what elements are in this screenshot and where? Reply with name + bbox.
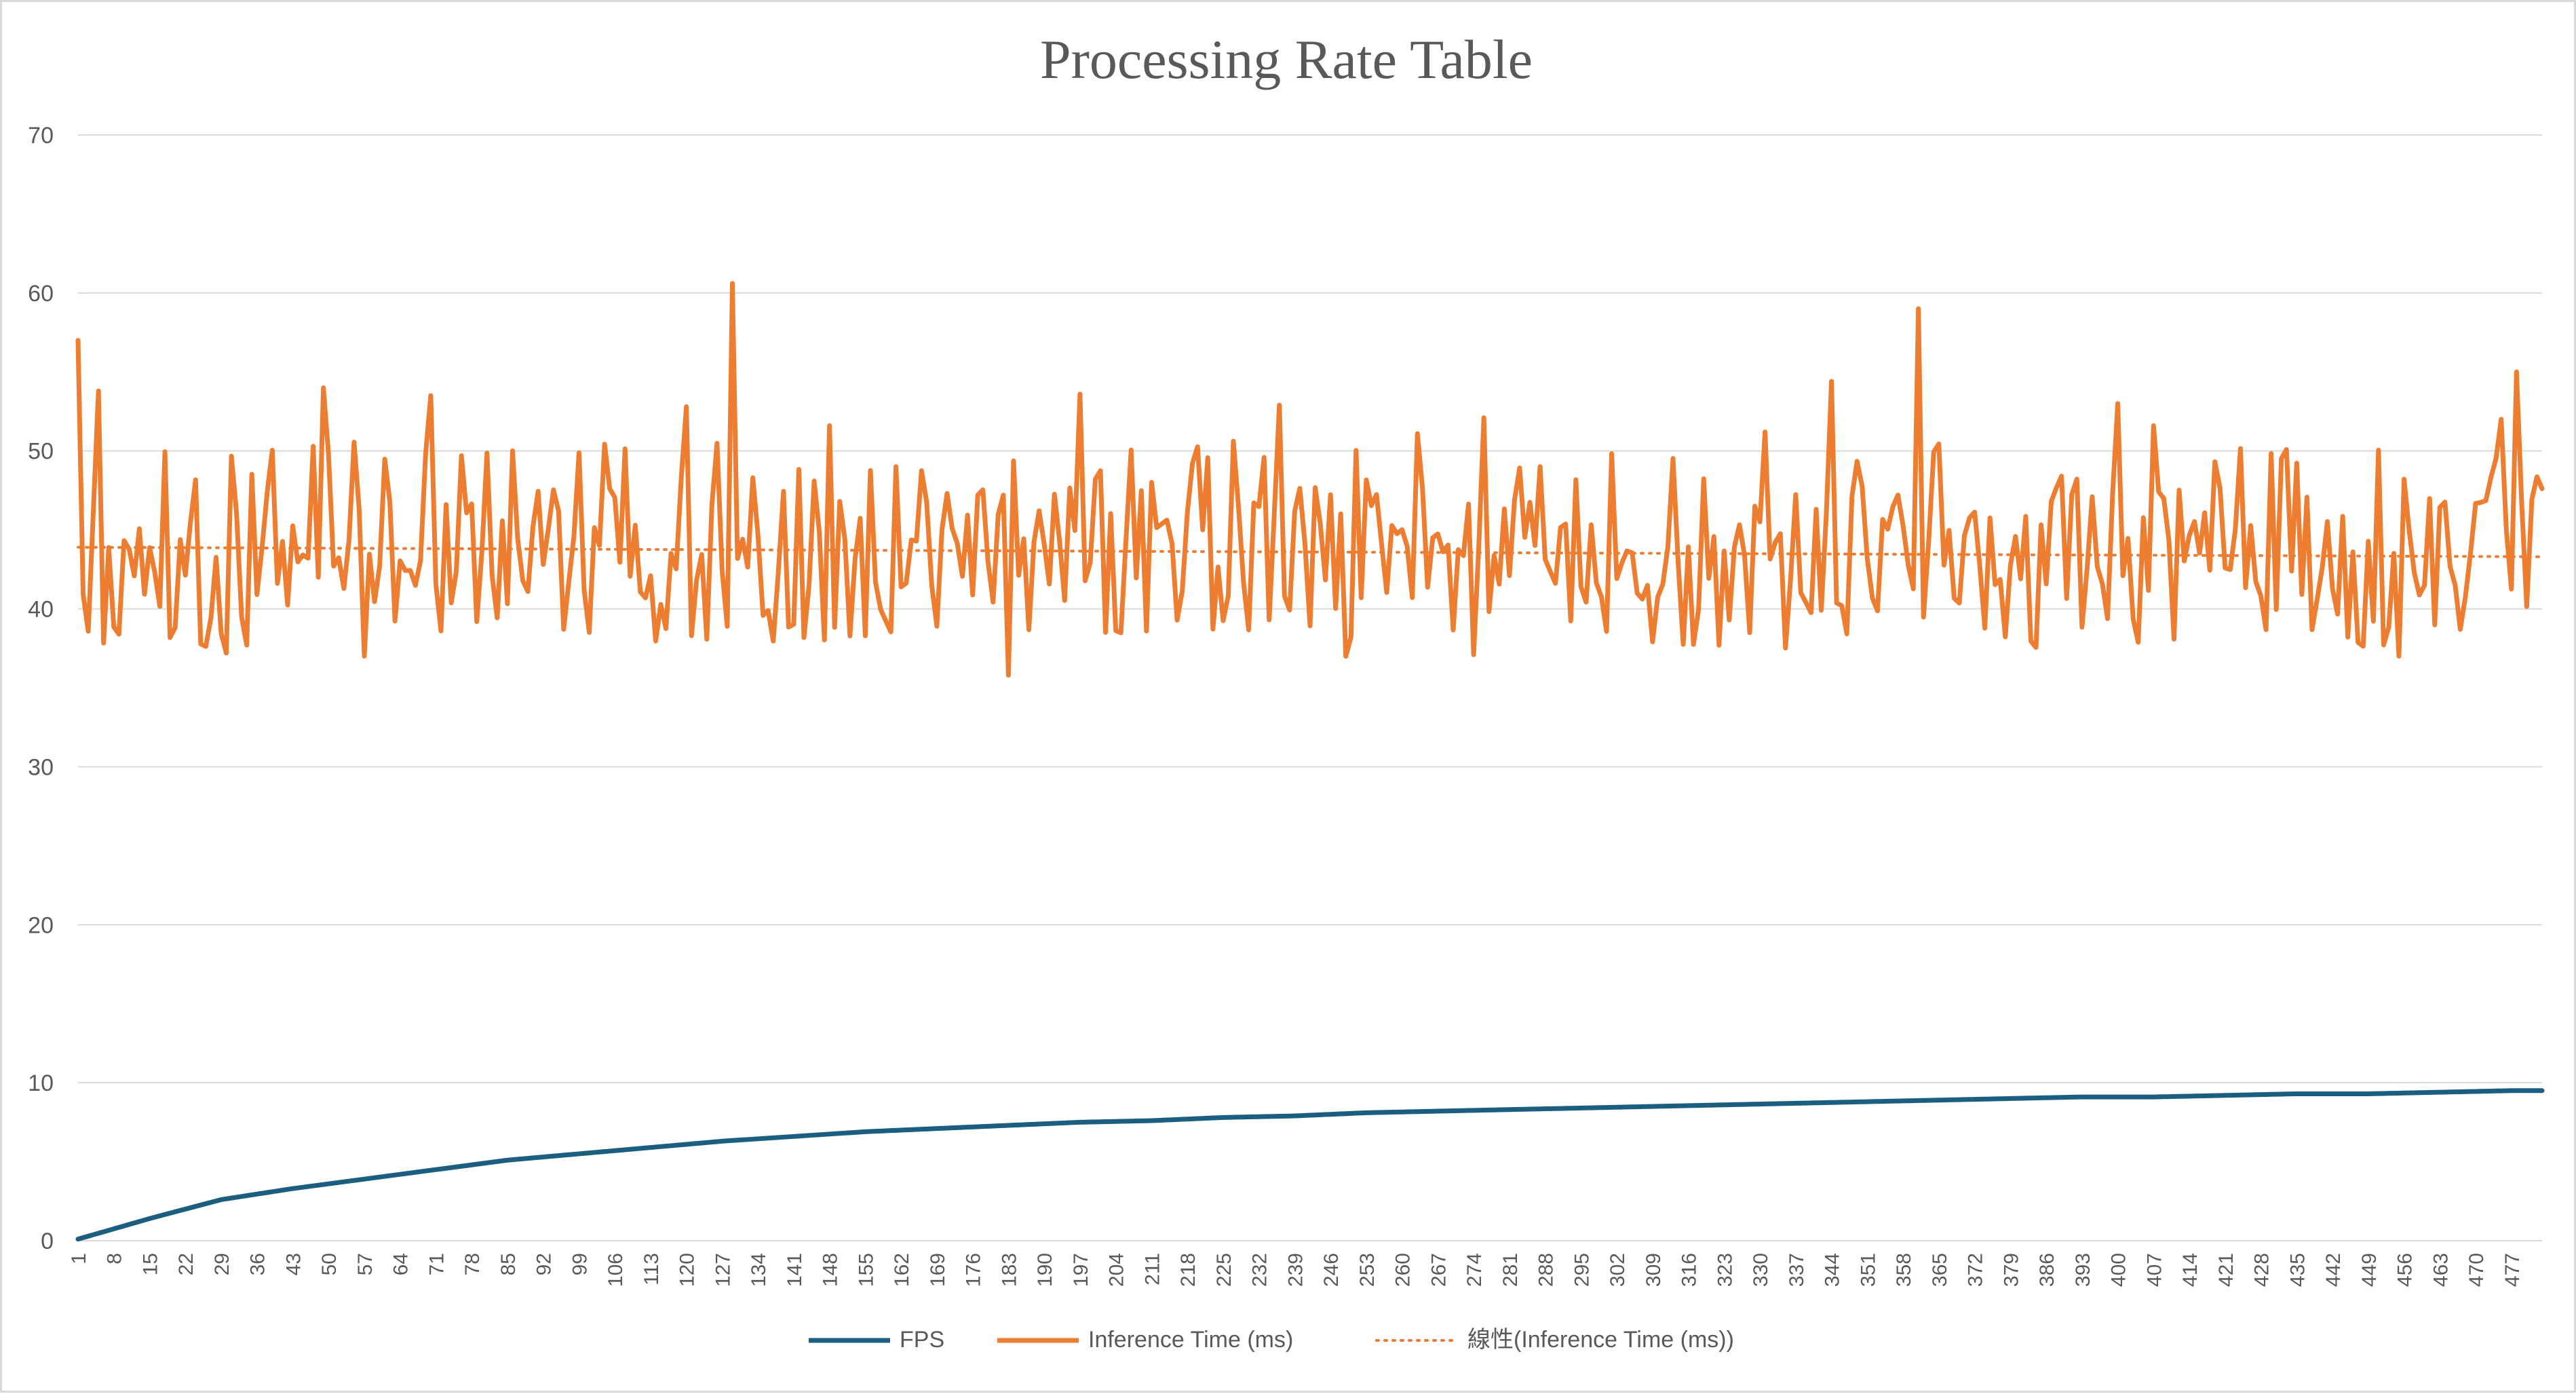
x-tick-label: 29 [211,1253,233,1275]
gridlines [78,134,2542,1084]
x-tick-label: 113 [640,1253,663,1285]
legend: FPS Inference Time (ms) 線性(Inference Time … [809,1327,1734,1353]
x-tick-label: 169 [927,1253,949,1287]
x-tick-label: 407 [2143,1253,2166,1287]
x-tick-label: 211 [1141,1253,1164,1285]
x-tick-label: 365 [1929,1253,1951,1287]
x-tick-label: 428 [2251,1253,2273,1287]
x-tick-label: 120 [676,1253,699,1287]
x-tick-label: 239 [1284,1253,1307,1287]
x-tick-label: 36 [247,1253,269,1275]
x-tick-label: 127 [712,1253,734,1287]
x-tick-label: 386 [2036,1253,2058,1287]
x-tick-label: 197 [1070,1253,1092,1287]
x-tick-label: 246 [1320,1253,1343,1287]
x-tick-label: 358 [1893,1253,1915,1287]
x-tick-label: 183 [998,1253,1020,1287]
x-tick-label: 309 [1642,1253,1665,1287]
x-tick-label: 85 [497,1253,520,1275]
x-axis: 1 8 15 22 29 36 43 50 57 64 71 78 85 92 99 106 113 120 127… [68,1240,2542,1287]
x-tick-label: 99 [569,1253,591,1275]
x-tick-label: 43 [282,1253,305,1275]
x-tick-label: 106 [604,1253,627,1287]
y-tick-label: 60 [28,281,54,307]
x-tick-label: 57 [354,1253,377,1275]
legend-label: FPS [900,1327,944,1353]
x-tick-label: 92 [533,1253,556,1275]
x-tick-label: 253 [1356,1253,1379,1287]
x-tick-label: 176 [963,1253,985,1287]
x-tick-label: 267 [1427,1253,1450,1287]
x-tick-label: 351 [1857,1253,1879,1287]
x-tick-label: 50 [318,1253,341,1275]
x-tick-label: 225 [1213,1253,1235,1287]
series-line-fps [75,1088,2545,1242]
y-tick-label: 0 [41,1228,54,1254]
x-tick-label: 22 [175,1253,197,1275]
x-tick-label: 435 [2286,1253,2309,1287]
series-line-trendline [77,545,2543,558]
y-tick-label: 50 [28,439,54,465]
x-tick-label: 260 [1392,1253,1415,1287]
x-tick-label: 330 [1750,1253,1772,1287]
x-tick-label: 15 [139,1253,161,1275]
x-tick-label: 442 [2322,1253,2345,1287]
x-tick-label: 421 [2215,1253,2237,1287]
x-tick-label: 71 [425,1253,448,1275]
legend-label: Inference Time (ms) [1088,1327,1293,1353]
plot-area [75,281,2545,1242]
series-line-inference-time-ms [75,281,2545,678]
x-tick-label: 232 [1249,1253,1271,1287]
y-tick-label: 10 [28,1070,54,1096]
x-tick-label: 78 [461,1253,484,1275]
x-tick-label: 218 [1177,1253,1199,1287]
x-tick-label: 134 [748,1253,770,1287]
x-tick-label: 379 [2000,1253,2022,1287]
x-tick-label: 400 [2108,1253,2130,1287]
x-tick-label: 141 [784,1253,806,1287]
y-tick-label: 20 [28,912,54,938]
y-tick-label: 70 [28,123,54,149]
x-tick-label: 463 [2429,1253,2452,1287]
x-tick-label: 64 [390,1253,412,1275]
x-tick-label: 456 [2394,1253,2417,1287]
legend-item[interactable]: 線性(Inference Time (ms)) [1375,1327,1734,1353]
x-tick-label: 344 [1822,1253,1844,1287]
x-tick-label: 470 [2465,1253,2488,1287]
x-tick-label: 372 [1965,1253,1987,1287]
y-axis: 0 10 20 30 40 50 60 70 [28,123,54,1254]
x-tick-label: 281 [1499,1253,1522,1287]
x-tick-label: 274 [1463,1253,1486,1287]
x-tick-label: 295 [1571,1253,1593,1287]
x-tick-label: 323 [1714,1253,1736,1287]
x-tick-label: 288 [1535,1253,1558,1287]
x-tick-label: 337 [1786,1253,1808,1287]
x-tick-label: 1 [68,1253,90,1264]
x-tick-label: 393 [2072,1253,2094,1287]
x-tick-label: 155 [855,1253,877,1287]
legend-item[interactable]: FPS [809,1327,944,1353]
x-tick-label: 302 [1607,1253,1629,1287]
x-tick-label: 477 [2501,1253,2524,1287]
x-tick-label: 148 [820,1253,842,1287]
legend-label: 線性(Inference Time (ms)) [1467,1327,1734,1353]
x-tick-label: 204 [1106,1253,1128,1287]
x-tick-label: 8 [104,1253,126,1264]
x-tick-label: 162 [891,1253,913,1287]
x-tick-label: 190 [1034,1253,1056,1287]
x-tick-label: 414 [2179,1253,2202,1287]
legend-item[interactable]: Inference Time (ms) [997,1327,1293,1353]
x-tick-label: 316 [1678,1253,1701,1287]
chart-title: Processing Rate Table [1040,28,1533,90]
y-tick-label: 40 [28,597,54,623]
y-tick-label: 30 [28,754,54,780]
x-tick-label: 449 [2358,1253,2381,1287]
